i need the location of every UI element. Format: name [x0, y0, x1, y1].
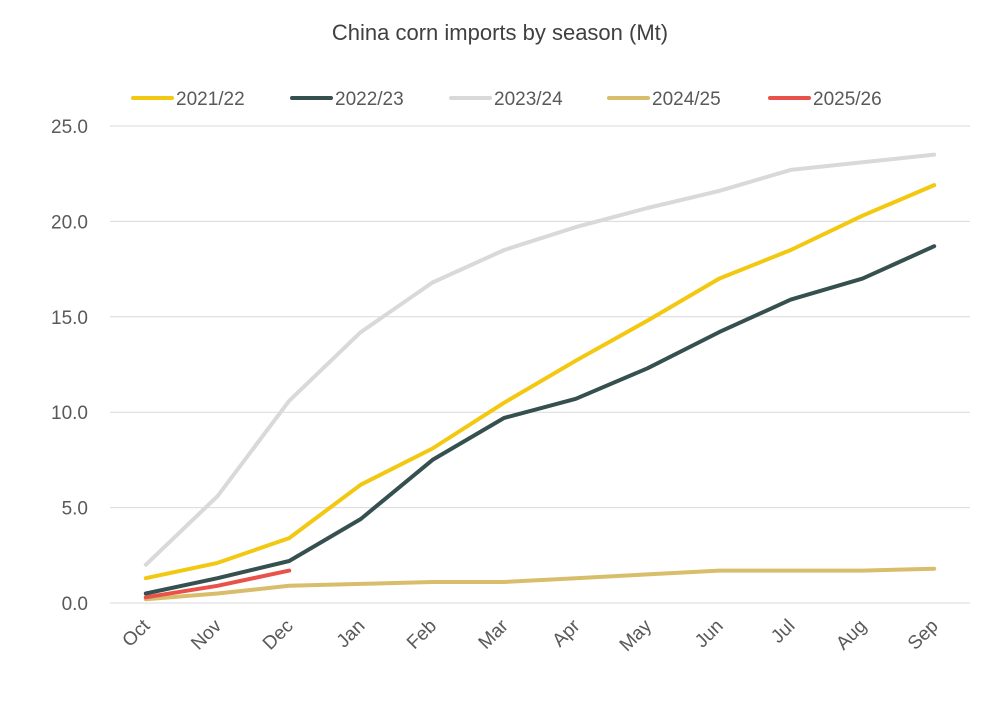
- legend-label: 2025/26: [813, 89, 882, 110]
- x-tick-label: Jul: [767, 616, 799, 648]
- y-tick-label: 5.0: [62, 499, 88, 520]
- legend-label: 2023/24: [494, 89, 563, 110]
- y-tick-label: 0.0: [62, 594, 88, 615]
- gridlines: [110, 125, 970, 604]
- legend-label: 2021/22: [176, 89, 245, 110]
- y-tick-label: 20.0: [51, 212, 88, 233]
- y-tick-label: 25.0: [51, 117, 88, 138]
- legend-label: 2024/25: [652, 89, 721, 110]
- x-tick-label: Feb: [403, 616, 441, 654]
- legend-label: 2022/23: [335, 89, 404, 110]
- series-lines: [143, 152, 937, 602]
- series-line-2022-23: [143, 244, 937, 596]
- x-tick-label: May: [616, 615, 657, 656]
- y-axis-ticks: 0.0 5.0 10.0 15.0 20.0 25.0: [51, 117, 88, 615]
- x-tick-label: Apr: [549, 615, 585, 651]
- y-tick-label: 15.0: [51, 308, 88, 329]
- x-tick-label: Jan: [333, 616, 370, 653]
- series-line-2025-26: [143, 568, 292, 600]
- x-tick-label: Nov: [187, 615, 226, 654]
- x-tick-label: Aug: [832, 616, 871, 655]
- legend: 2021/22 2022/23 2023/24 2024/25 2025/26: [131, 89, 882, 110]
- y-tick-label: 10.0: [51, 403, 88, 424]
- x-tick-label: Sep: [904, 616, 943, 655]
- series-line-2021-22: [143, 183, 937, 581]
- x-tick-label: Mar: [475, 615, 513, 653]
- x-tick-label: Dec: [259, 616, 298, 655]
- chart-title: China corn imports by season (Mt): [332, 20, 668, 45]
- series-line-2023-24: [143, 152, 937, 567]
- x-tick-label: Oct: [119, 615, 155, 651]
- series-line-2024-25: [143, 566, 937, 602]
- x-axis-ticks: Oct Nov Dec Jan Feb Mar Apr May Jun Jul Aug Sep: [119, 615, 943, 656]
- x-tick-label: Jun: [691, 616, 728, 653]
